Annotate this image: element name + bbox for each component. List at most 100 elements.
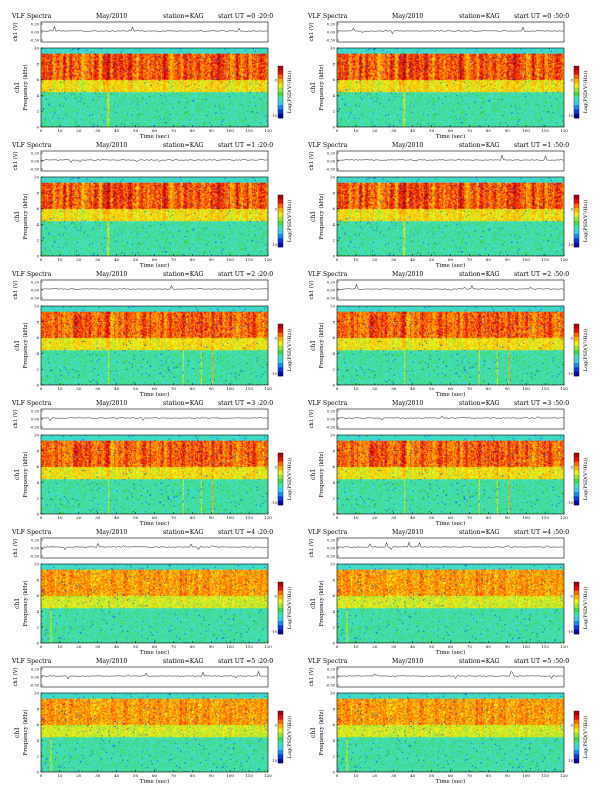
y-tick-label: 2 [332,496,335,501]
panel-date: May/2010 [392,13,423,20]
colorbar-cell [574,625,579,630]
colorbar-tick-label: -5 [570,724,573,728]
panel-title: VLF Spectra [11,13,52,20]
colorbar-cell [574,715,579,720]
x-tick-label: 60 [448,386,454,391]
x-tick-label: 70 [171,386,177,391]
y-tick-label: 6 [332,593,335,598]
x-tick-label: 20 [76,644,82,649]
x-tick-label: 40 [410,257,416,262]
voltage-frame [336,666,565,688]
x-tick-label: 70 [467,644,473,649]
y-axis-label: Frequency (kHz) [22,581,29,627]
x-tick-label: 10 [353,773,359,778]
panel-station: station=KAG [163,142,204,149]
y-tick-label: 2 [36,238,39,243]
x-axis-label: Time (sec) [436,262,466,269]
panel-station: station=KAG [163,271,204,278]
colorbar-cell [574,225,579,230]
x-tick-label: 60 [152,515,158,520]
spectrogram-heatmap [41,306,268,385]
x-axis-label: Time (sec) [140,520,170,527]
colorbar-cell [278,358,283,364]
colorbar-cell [574,724,579,729]
x-tick-label: 40 [114,773,120,778]
voltage-axis-label: ch1 (V) [12,539,19,558]
voltage-trace [337,415,564,421]
x-tick-label: 10 [353,644,359,649]
colorbar-frame [277,194,284,248]
colorbar-tick-label: -10 [272,501,277,505]
panel-title: VLF Spectra [307,271,348,278]
panel-title: VLF Spectra [307,400,348,407]
panel-date: May/2010 [96,658,127,665]
colorbar-tick-label: -5 [570,208,573,212]
colorbar-frame [277,452,284,506]
panel-station: station=KAG [459,400,500,407]
panel-date: May/2010 [96,13,127,20]
x-tick-label: 110 [245,386,253,391]
x-tick-label: 50 [429,386,435,391]
x-tick-label: 120 [560,257,568,262]
voltage-trace [41,416,268,422]
colorbar-cell [574,96,579,101]
colorbar-cell [574,487,579,493]
colorbar-cell [574,599,579,604]
panel-title: VLF Spectra [11,658,52,665]
x-tick-label: 100 [522,644,530,649]
colorbar-cell [574,466,579,471]
panel-date: May/2010 [96,142,127,149]
colorbar-cell [278,70,283,75]
y-axis-label: Frequency (kHz) [22,452,29,498]
panel-start-ut: start UT =0 :50:0 [514,13,569,20]
voltage-tick-label: 0.00 [327,547,336,551]
panel-station: station=KAG [459,13,500,20]
colorbar-cell [278,109,283,114]
voltage-frame [336,150,565,172]
panel-title: VLF Spectra [11,271,52,278]
panel-ylabel: ch1 [14,340,21,351]
y-tick-label: 0 [332,512,335,517]
y-tick-label: 0 [36,512,39,517]
colorbar-label: Log(PSD(V²/Hz)) [286,329,293,371]
x-tick-label: 50 [133,644,139,649]
x-tick-label: 90 [209,515,215,520]
colorbar-cell [574,83,579,88]
colorbar-tick-label: -5 [274,79,277,83]
colorbar-cell [278,242,283,248]
voltage-trace [40,25,268,33]
x-tick-label: 100 [226,515,234,520]
x-tick-label: 20 [372,644,378,649]
voltage-axis-label: ch1 (V) [308,410,315,429]
voltage-tick-label: -0.50 [30,297,40,301]
x-tick-label: 0 [336,773,339,778]
y-tick-label: 4 [332,222,335,227]
colorbar-cell [574,479,579,484]
colorbar-cell [574,242,579,248]
y-tick-label: 0 [36,641,39,646]
spectrogram-panel: VLF Spectra May/2010 station=KAG start UT =… [307,658,589,785]
colorbar-cell [278,66,283,71]
colorbar-cell [278,629,283,635]
y-tick-label: 4 [332,738,335,743]
y-tick-label: 4 [332,609,335,614]
voltage-tick-label: 0.20 [31,281,40,285]
colorbar-cell [574,350,579,355]
x-tick-label: 50 [133,386,139,391]
x-tick-label: 20 [76,773,82,778]
colorbar-cell [278,324,283,329]
colorbar-cell [278,479,283,484]
voltage-axis-label: ch1 (V) [12,410,19,429]
x-tick-label: 120 [264,257,272,262]
voltage-frame [40,666,269,688]
x-tick-label: 10 [353,386,359,391]
colorbar-cell [278,711,283,716]
colorbar-cell [574,453,579,458]
colorbar-tick-label: -5 [570,79,573,83]
colorbar-frame [277,65,284,119]
colorbar-label: Log(PSD(V²/Hz)) [582,71,589,113]
colorbar-cell [278,96,283,101]
voltage-trace [336,671,564,679]
x-tick-label: 110 [541,386,549,391]
